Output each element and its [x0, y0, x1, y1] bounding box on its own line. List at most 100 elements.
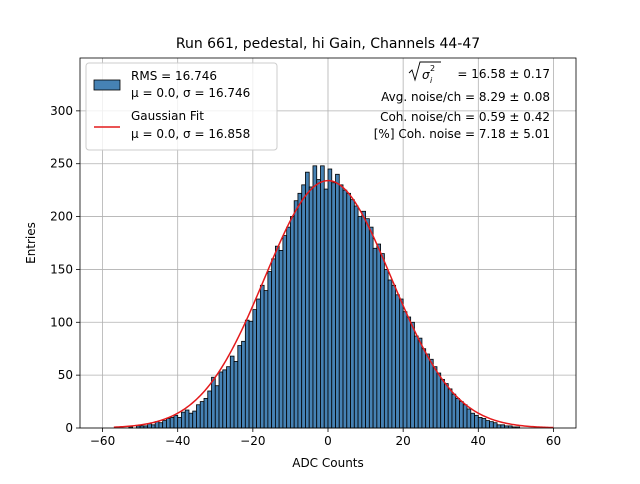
legend-label-fit: Gaussian Fit [131, 109, 204, 123]
y-tick-label: 300 [50, 104, 73, 118]
histogram-bar [308, 186, 314, 429]
histogram-bar [181, 411, 186, 429]
histogram-bar [459, 401, 464, 429]
histogram-bar [421, 348, 427, 429]
y-tick-label: 150 [50, 262, 73, 276]
histogram-bar [323, 188, 329, 429]
gaussian-fit-line [113, 179, 554, 429]
histogram-bar [372, 247, 378, 429]
histogram-bar [207, 390, 212, 429]
histogram-bar [222, 369, 227, 429]
x-tick-label: 0 [324, 434, 332, 448]
histogram-bar [203, 397, 209, 429]
histogram-bar [338, 184, 344, 429]
y-tick-label: 0 [65, 421, 73, 435]
histogram-bar [376, 243, 382, 429]
histogram-bar [365, 218, 370, 429]
x-tick-label: −60 [90, 434, 115, 448]
histogram-bar [353, 205, 359, 429]
y-tick-label: 200 [50, 210, 73, 224]
histogram-bar [357, 216, 363, 429]
histogram-bar [184, 409, 190, 429]
histogram-bar [252, 309, 258, 429]
histogram-bar [192, 410, 197, 429]
histogram-bar [462, 404, 468, 429]
histogram-bar [211, 376, 216, 429]
histogram-bar [470, 412, 475, 429]
histogram-bar [387, 279, 393, 429]
histogram-bar [398, 298, 404, 429]
histogram-bar [477, 417, 483, 429]
histogram-bar [188, 412, 194, 429]
histogram-bar [466, 408, 472, 429]
x-tick-label: 40 [471, 434, 486, 448]
annotation-coh-noise: Coh. noise/ch = 0.59 ± 0.42 [380, 110, 550, 124]
histogram-bar [158, 422, 164, 429]
histogram-bar [244, 319, 250, 429]
histogram-bars [128, 165, 521, 429]
histogram-bar [312, 165, 318, 429]
histogram-bar [267, 271, 273, 429]
histogram-bar [169, 417, 175, 429]
histogram-bar [496, 424, 502, 429]
histogram-bar [342, 189, 348, 429]
histogram-bar [278, 249, 284, 429]
histogram-bar [196, 404, 201, 429]
histogram-bar [402, 311, 408, 429]
histogram-bar [436, 372, 442, 429]
histogram-bar [383, 269, 389, 429]
histogram-bar [229, 355, 235, 429]
histogram-bar [233, 360, 239, 429]
histogram-bar [481, 418, 487, 429]
histogram-bar [301, 184, 306, 429]
annotation-sqrt-sigma-value: = 16.58 ± 0.17 [457, 67, 550, 81]
histogram-bar [500, 424, 506, 429]
histogram-bar [316, 179, 321, 429]
histogram-bar [410, 321, 415, 429]
x-tick-label: 60 [546, 434, 561, 448]
histogram-bar [162, 420, 167, 429]
histogram-bar [346, 192, 351, 429]
histogram-bar [274, 245, 280, 429]
x-axis-ticks: −60 −40 −20 0 20 40 60 [90, 428, 561, 448]
histogram-bar [259, 284, 265, 429]
histogram-bar [489, 421, 494, 429]
histogram-bar [447, 388, 453, 429]
legend-label-rms: RMS = 16.746 [131, 69, 217, 83]
histogram-bar [444, 383, 449, 429]
legend-label-fit-params: μ = 0.0, σ = 16.858 [131, 127, 250, 141]
x-tick-label: −20 [240, 434, 265, 448]
histogram-bar [327, 168, 333, 429]
y-tick-label: 50 [58, 368, 73, 382]
histogram-bar [368, 226, 374, 429]
histogram-bar [474, 414, 479, 429]
legend-box [85, 62, 278, 151]
y-tick-label: 250 [50, 157, 73, 171]
histogram-bar [263, 290, 269, 429]
histogram-bar [432, 366, 438, 429]
histogram-bar [166, 418, 171, 429]
histogram-bar [429, 358, 434, 429]
histogram-bar [237, 345, 242, 429]
annotation-coh-noise-percent: [%] Coh. noise = 7.18 ± 5.01 [374, 127, 550, 141]
sqrt-sigma-symbol: σ 2 i [408, 61, 441, 85]
histogram-bar [286, 226, 291, 429]
histogram-bar [293, 200, 299, 429]
histogram-bar [290, 216, 295, 429]
histogram-bar [256, 298, 261, 429]
histogram-bar [297, 192, 303, 429]
legend-label-rms-params: μ = 0.0, σ = 16.746 [131, 86, 250, 100]
legend-swatch-histogram [93, 79, 121, 91]
chart-title: Run 661, pedestal, hi Gain, Channels 44-… [176, 36, 480, 52]
histogram-bar [417, 337, 423, 429]
histogram-bar [226, 366, 231, 429]
histogram-bar [440, 378, 445, 429]
histogram-bar [395, 294, 400, 429]
histogram-bar [150, 424, 156, 429]
histogram-bar [173, 414, 179, 429]
svg-text:i: i [430, 76, 433, 85]
x-tick-label: 20 [396, 434, 411, 448]
x-tick-label: −40 [165, 434, 190, 448]
histogram-bar [331, 182, 336, 429]
